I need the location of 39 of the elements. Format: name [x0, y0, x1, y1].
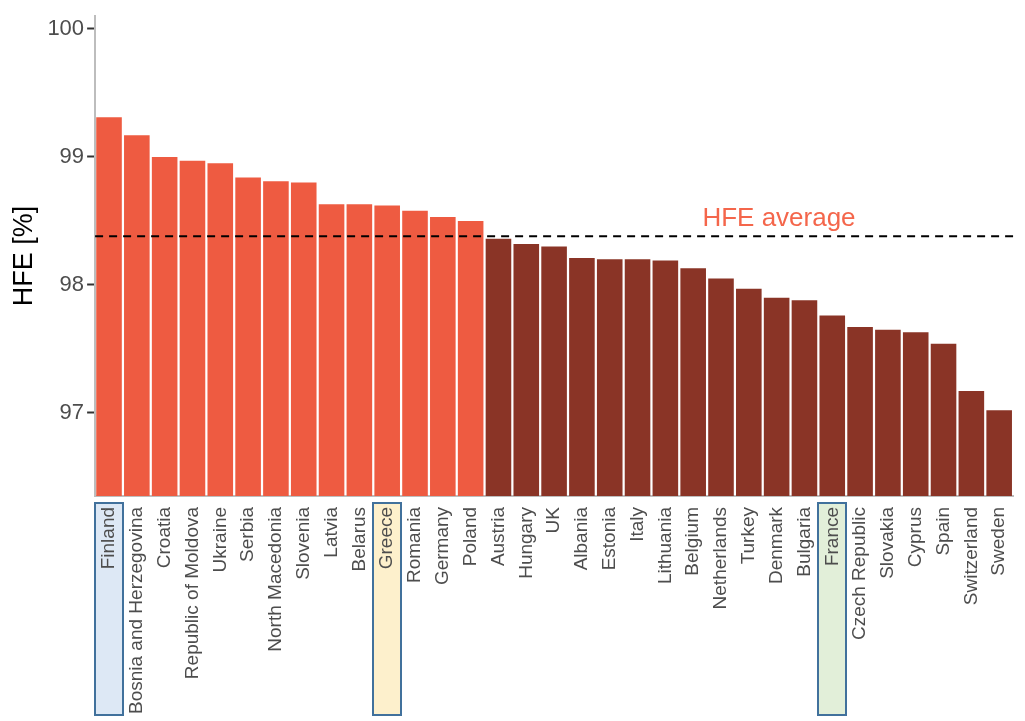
x-tick-label: Hungary [514, 506, 536, 579]
x-tick-label: Lithuania [653, 506, 675, 585]
x-tick-label: Belgium [681, 506, 703, 576]
x-tick-label: France [820, 506, 842, 567]
y-axis-title: HFE [%] [7, 205, 38, 307]
x-tick-label: UK [542, 506, 564, 534]
x-tick-label: Italy [625, 506, 647, 542]
x-tick-label: Sweden [987, 506, 1009, 576]
x-tick-label: Ukraine [208, 506, 230, 573]
x-tick-label: Bosnia and Herzegovina [125, 506, 147, 715]
x-tick-label: Cyprus [903, 506, 925, 568]
x-tick-label: Slovenia [291, 506, 313, 580]
x-tick-label: Latvia [319, 506, 341, 558]
x-tick-label: Poland [458, 506, 480, 567]
x-tick-label: Serbia [236, 506, 258, 562]
x-tick-label: Greece [375, 506, 397, 570]
y-tick-label: 99 [59, 143, 85, 168]
x-tick-label: Romania [403, 506, 425, 584]
x-tick-label: Denmark [764, 506, 786, 585]
ref-line-label: HFE average [702, 202, 856, 233]
x-tick-label: Austria [486, 506, 508, 567]
x-tick-label: Bulgaria [792, 506, 814, 577]
x-tick-label: Estonia [597, 506, 619, 571]
x-tick-label: Germany [431, 506, 453, 586]
x-tick-label: Albania [570, 506, 592, 571]
x-tick-label: Turkey [737, 506, 759, 565]
x-tick-label: Netherlands [709, 506, 731, 610]
x-tick-label: Spain [931, 506, 953, 556]
x-tick-label: Finland [97, 506, 119, 570]
y-tick-label: 100 [47, 15, 85, 41]
x-tick-label: Republic of Moldova [180, 506, 202, 680]
x-tick-label: Croatia [152, 506, 174, 569]
x-tick-label: Switzerland [959, 506, 981, 606]
x-tick-label: Czech Republic [848, 506, 870, 641]
x-tick-label: North Macedonia [264, 506, 286, 652]
y-tick-label: 97 [59, 398, 85, 424]
x-tick-label: Belarus [347, 506, 369, 572]
y-tick-label: 98 [59, 270, 85, 296]
x-tick-label: Slovakia [876, 506, 898, 579]
